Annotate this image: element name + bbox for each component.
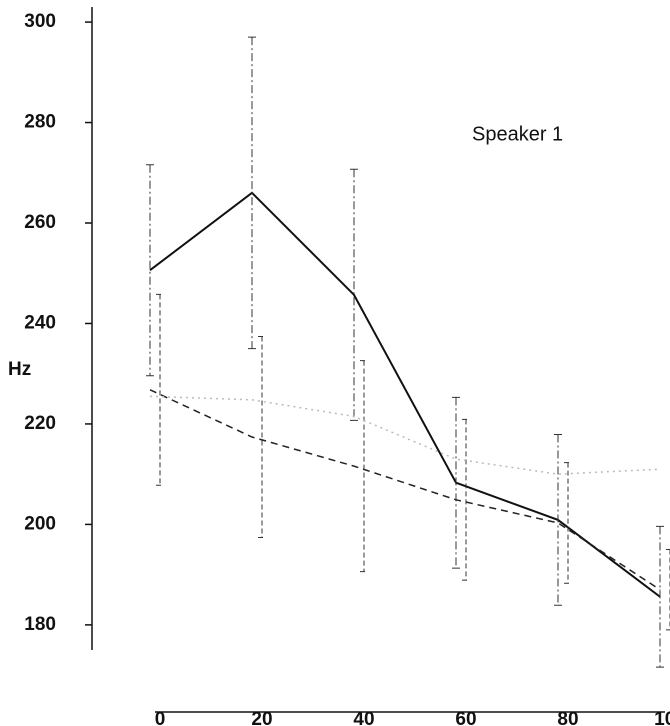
- x-tick-label: 60: [455, 709, 476, 726]
- y-tick-label: 200: [24, 513, 56, 534]
- annotation: Speaker 1: [472, 123, 563, 145]
- x-tick-label: 20: [251, 709, 272, 726]
- error-bar: [156, 293, 164, 486]
- error-bar: [666, 549, 670, 631]
- error-bar: [360, 360, 368, 573]
- error-bar: [452, 396, 460, 569]
- y-tick-label: 280: [24, 112, 56, 133]
- y-tick-label: 220: [24, 413, 56, 434]
- series-line: [149, 389, 661, 591]
- x-tick-label: 0: [155, 709, 166, 726]
- error-bar: [656, 525, 664, 668]
- x-tick-label: 100: [654, 709, 670, 726]
- series-line: [149, 191, 661, 598]
- y-axis-label: Hz: [8, 359, 31, 380]
- y-tick-label: 180: [24, 614, 56, 635]
- error-bar: [248, 36, 256, 350]
- x-tick-label: 80: [557, 709, 578, 726]
- error-bar: [462, 418, 470, 581]
- error-bar: [350, 168, 358, 421]
- series-line: [149, 395, 661, 475]
- y-tick-label: 240: [24, 312, 56, 333]
- y-tick-label: 300: [24, 11, 56, 32]
- error-bar: [258, 336, 266, 538]
- error-bar: [146, 164, 154, 377]
- error-bar: [564, 462, 572, 584]
- error-bar: [554, 433, 562, 606]
- x-tick-label: 40: [353, 709, 374, 726]
- y-tick-label: 260: [24, 212, 56, 233]
